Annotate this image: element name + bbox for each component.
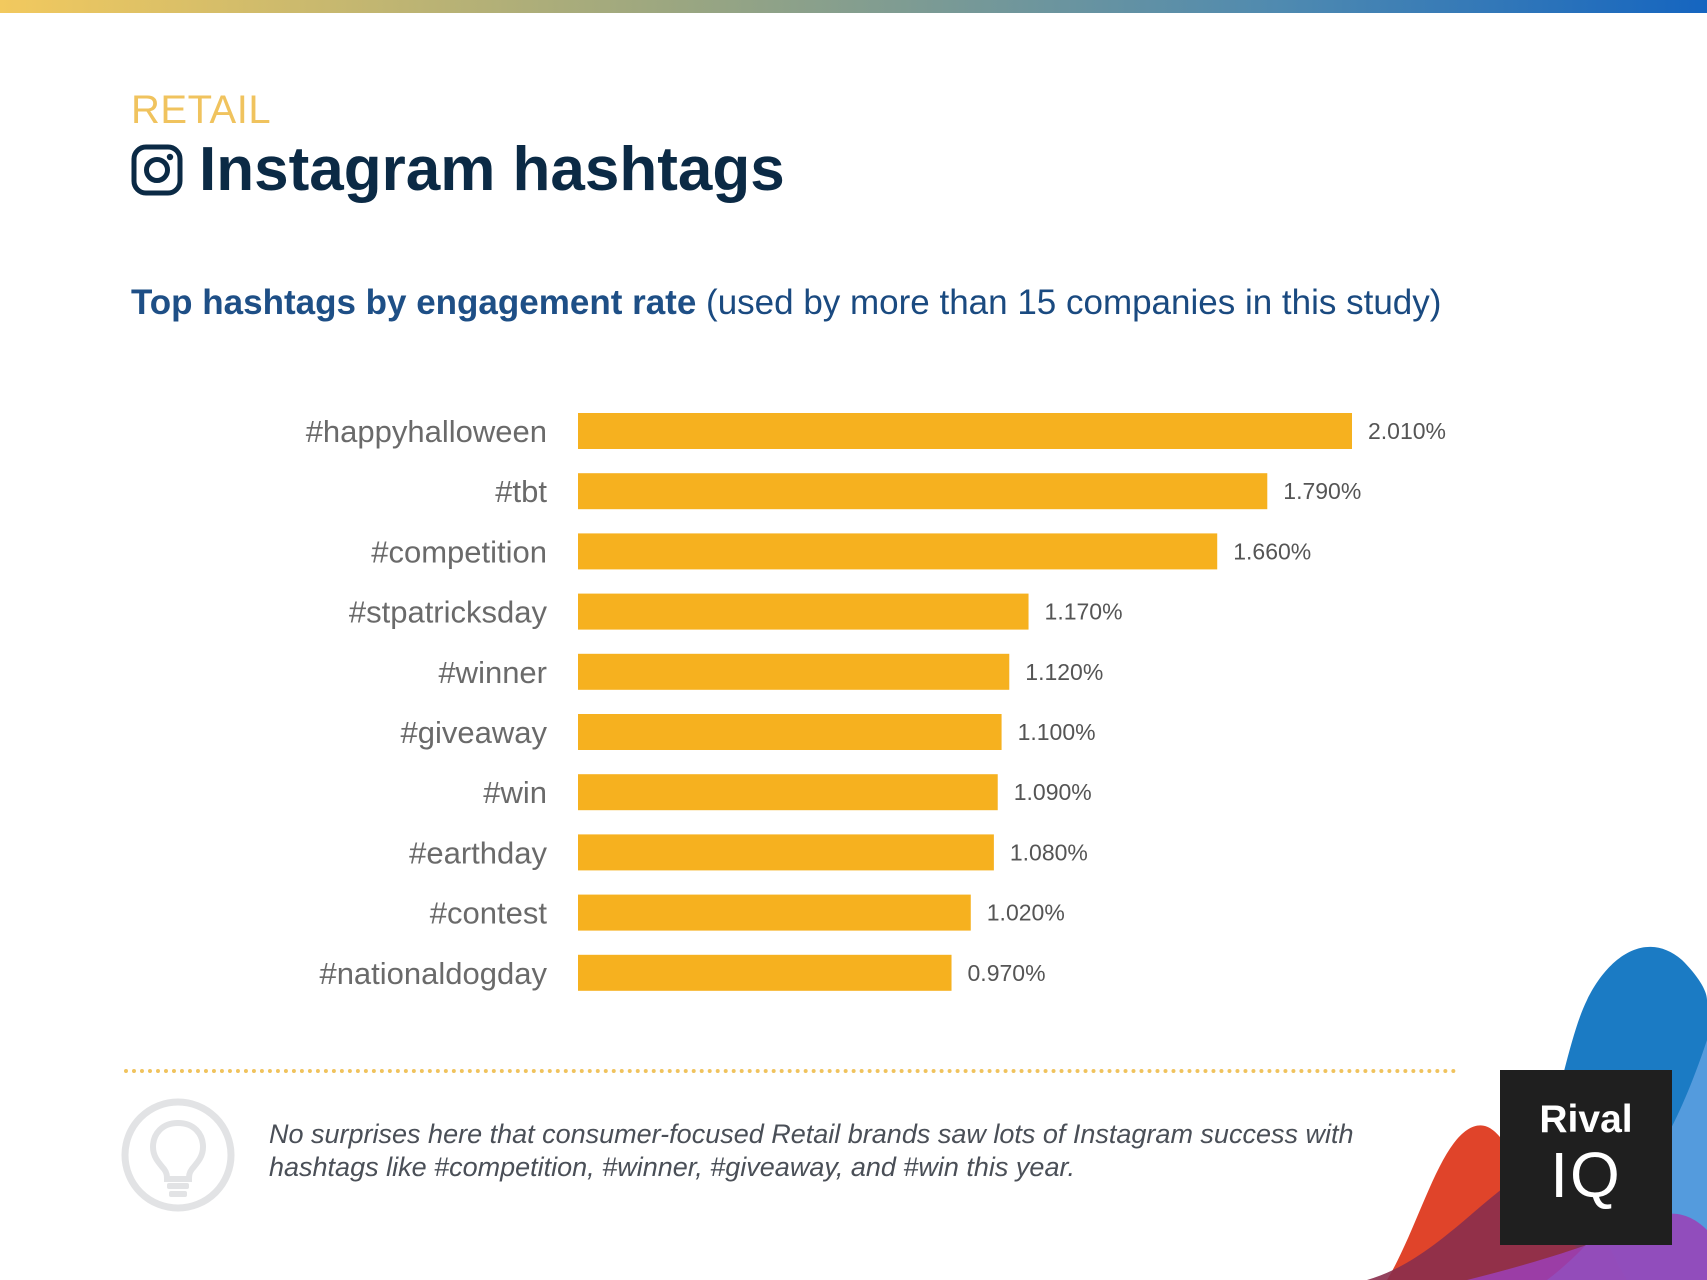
chart-subtitle: Top hashtags by engagement rate (used by… <box>131 283 1441 323</box>
top-gradient-bar <box>0 0 1707 13</box>
page-title-row: Instagram hashtags <box>131 138 785 202</box>
category-label: #nationaldogday <box>319 956 547 991</box>
value-label: 1.020% <box>987 900 1065 926</box>
lightbulb-icon <box>121 1098 235 1212</box>
value-label: 2.010% <box>1368 418 1446 444</box>
category-label: #tbt <box>495 474 547 509</box>
chart-subtitle-bold: Top hashtags by engagement rate <box>131 283 697 322</box>
footer-note: No surprises here that consumer-focused … <box>269 1119 1354 1182</box>
bar <box>578 653 1010 690</box>
bar <box>578 533 1218 570</box>
category-label: #contest <box>430 896 548 931</box>
category-label: #winner <box>438 655 547 690</box>
category-label: #stpatricksday <box>349 595 548 630</box>
value-label: 1.080% <box>1010 839 1088 865</box>
category-label: #earthday <box>409 835 547 870</box>
value-label: 1.170% <box>1045 599 1123 625</box>
category-label: #competition <box>371 534 547 569</box>
category-label: #happyhalloween <box>306 414 547 449</box>
chart-subtitle-rest: (used by more than 15 companies in this … <box>706 283 1442 322</box>
hashtag-bar-chart: #happyhalloween 2.010% #tbt 1.790% #competit… <box>306 413 1446 991</box>
category-label: #giveaway <box>401 715 548 750</box>
bar <box>578 413 1352 449</box>
page-title: Instagram hashtags <box>199 135 785 204</box>
bar <box>578 894 971 931</box>
value-label: 0.970% <box>968 960 1046 986</box>
logo-text-rival: Rival <box>1539 1098 1633 1141</box>
category-kicker: RETAIL <box>131 88 272 132</box>
category-label: #win <box>483 775 547 810</box>
value-label: 1.120% <box>1025 659 1103 685</box>
bar <box>578 954 952 991</box>
value-label: 1.090% <box>1014 779 1092 805</box>
instagram-icon <box>131 144 183 196</box>
bar <box>578 473 1268 510</box>
value-label: 1.790% <box>1283 478 1361 504</box>
bar <box>578 834 994 871</box>
dotted-divider <box>124 1069 1457 1073</box>
rival-iq-logo: Rival IQ <box>1500 1070 1672 1245</box>
value-label: 1.660% <box>1233 538 1311 564</box>
bar <box>578 593 1029 630</box>
bar <box>578 714 1002 750</box>
value-label: 1.100% <box>1018 719 1096 745</box>
bar <box>578 774 998 811</box>
logo-text-iq: IQ <box>1550 1139 1622 1211</box>
